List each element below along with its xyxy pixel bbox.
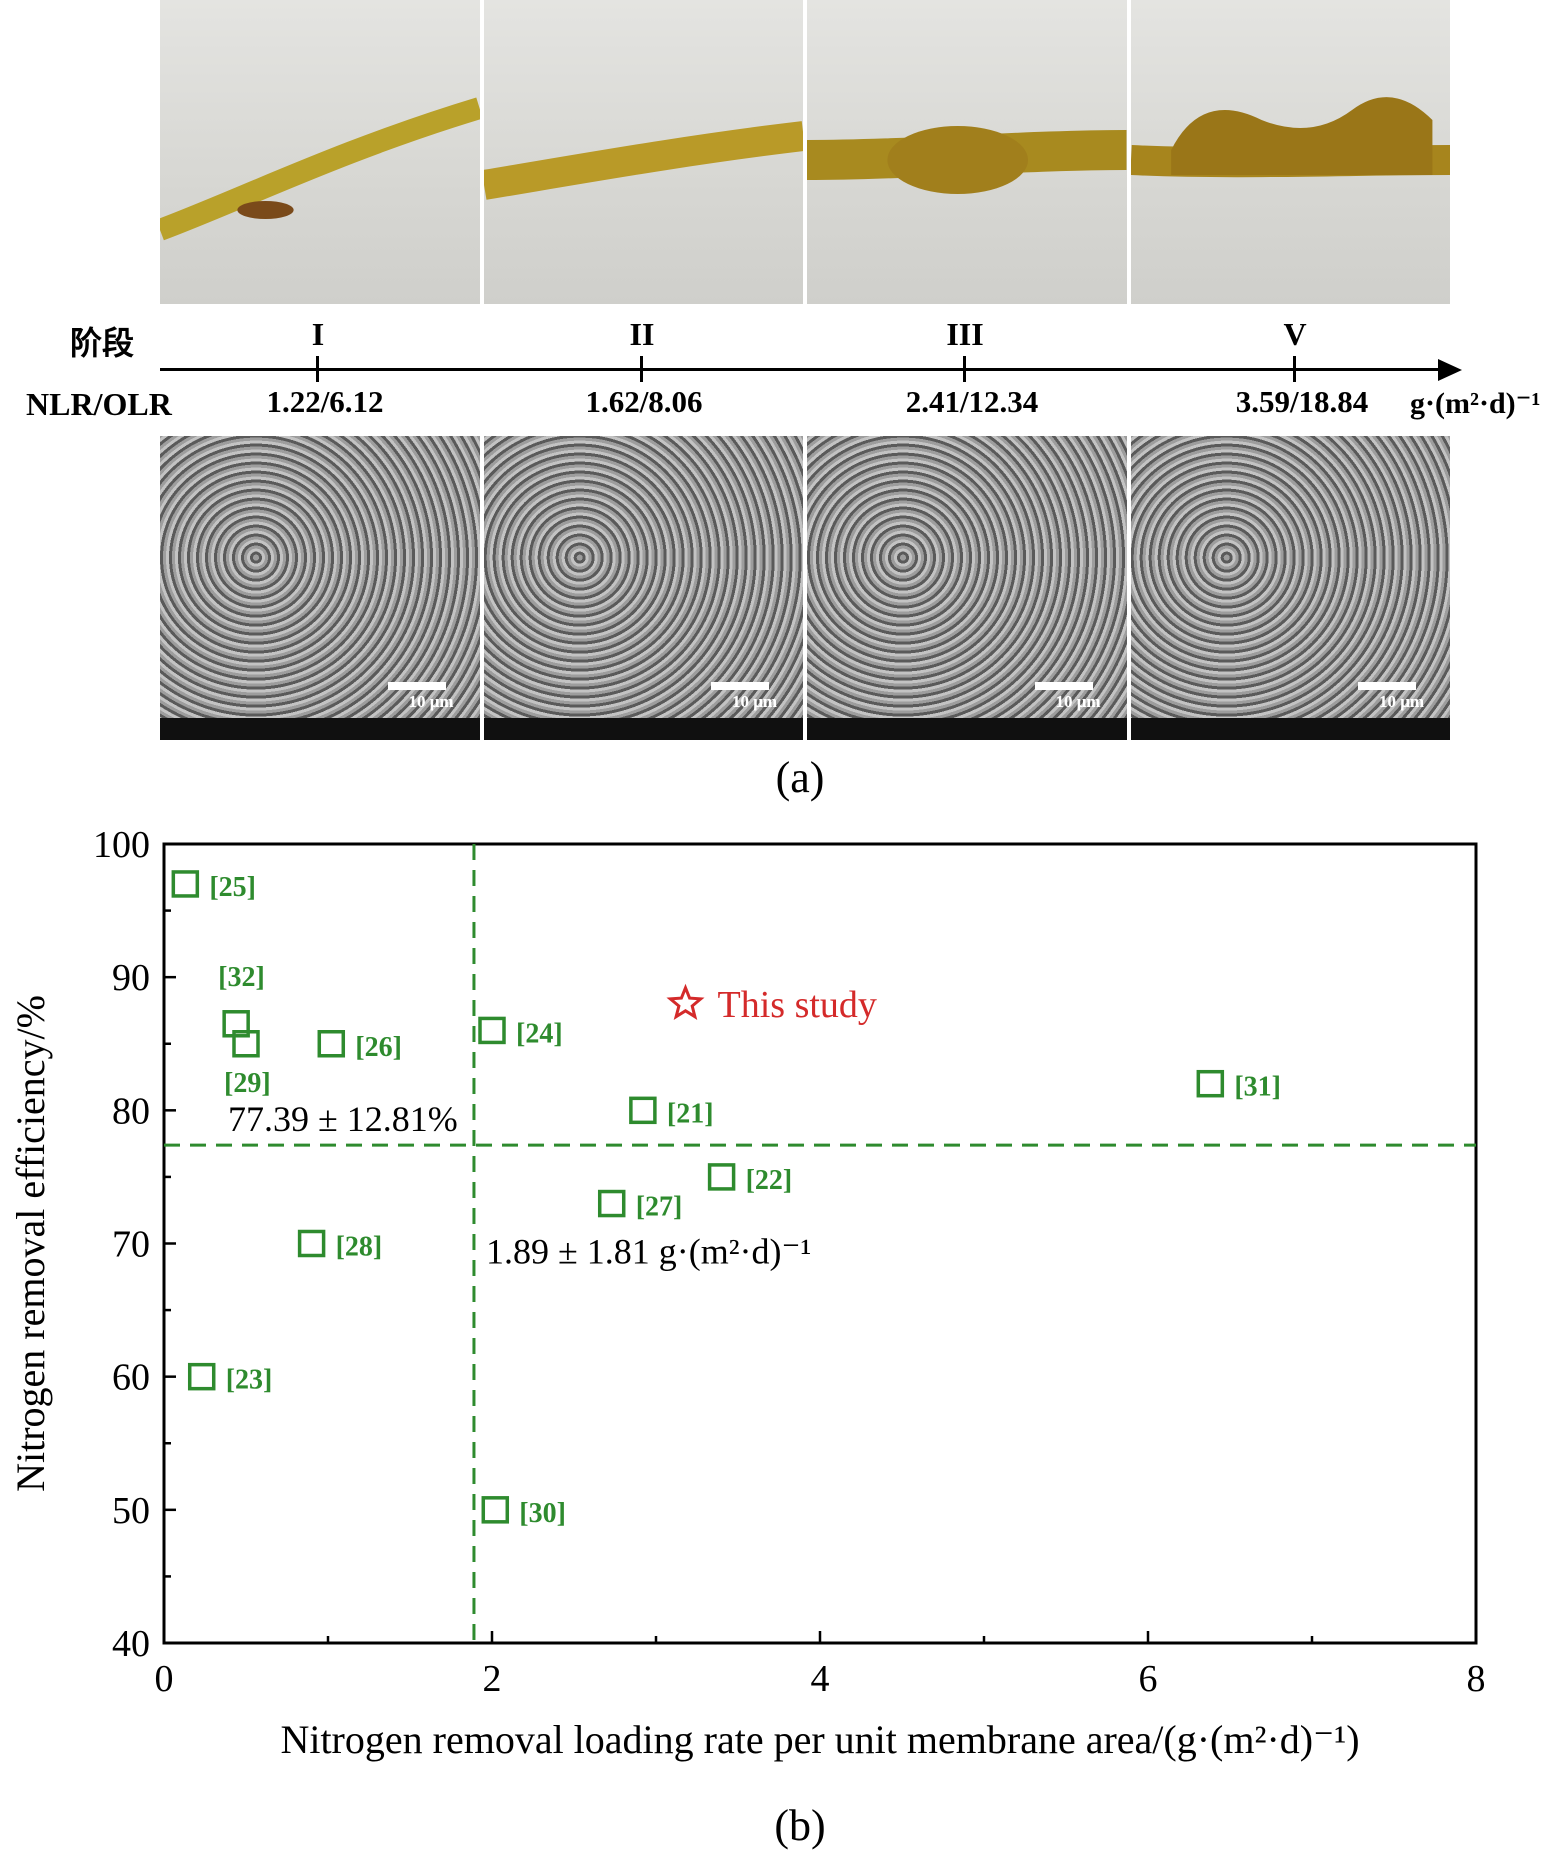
scale-bar — [387, 682, 446, 690]
sem-image-stage-2: 10 μm — [483, 436, 803, 740]
point-label: [31] — [1234, 1072, 1281, 1103]
data-point-square — [629, 1096, 657, 1125]
point-label: [22] — [746, 1165, 793, 1196]
biofilm-photo-stage-2 — [483, 0, 803, 304]
y-tick-label: 80 — [112, 1090, 150, 1132]
caption-b: (b) — [774, 1801, 825, 1850]
point-label: [23] — [226, 1365, 273, 1396]
y-tick-label: 60 — [112, 1357, 150, 1399]
caption-a: (a) — [775, 753, 825, 802]
loading-value-5: 3.59/18.84 — [1235, 384, 1369, 419]
y-tick-label: 40 — [112, 1623, 150, 1665]
y-tick-label: 90 — [112, 957, 150, 999]
macro-photo-row — [160, 0, 1450, 304]
point-label: [21] — [667, 1098, 714, 1129]
stage-tick — [640, 356, 643, 382]
biofilm-photo-stage-5 — [1130, 0, 1450, 304]
data-point-square — [481, 1496, 510, 1524]
stage-label-3: III — [946, 316, 984, 352]
stage-label-1: I — [311, 316, 325, 352]
sem-image-stage-3: 10 μm — [807, 436, 1127, 740]
x-tick-label: 8 — [1467, 1658, 1486, 1700]
data-point-square — [171, 870, 200, 898]
stage-label-5: V — [1283, 316, 1307, 352]
this-study-label: This study — [718, 984, 877, 1026]
data-point-square — [1196, 1069, 1225, 1098]
sem-image-stage-1: 10 μm — [160, 436, 480, 740]
scale-label: 10 μm — [1055, 692, 1101, 711]
sem-info-strip — [1130, 718, 1450, 740]
point-label: [24] — [516, 1018, 563, 1049]
sem-info-strip — [807, 718, 1127, 740]
loading-value-2: 1.62/8.06 — [585, 384, 703, 419]
stage-label-2: II — [629, 316, 655, 352]
y-axis-label: Nitrogen removal efficiency/% — [8, 995, 53, 1492]
loading-unit: g·(m²·d)⁻¹ — [1410, 387, 1541, 420]
scale-label: 10 μm — [408, 692, 454, 711]
y-tick-label: 50 — [112, 1490, 150, 1532]
scale-bar — [711, 682, 769, 690]
data-point-square — [597, 1189, 626, 1218]
x-tick-label: 6 — [1139, 1658, 1158, 1700]
x-tick-label: 4 — [811, 1658, 830, 1700]
scatter-chart: 0 2 4 6 8 40 50 60 70 80 90 100 Nitrogen removal loa… — [8, 824, 1486, 1850]
point-label: [29] — [224, 1068, 271, 1099]
x-tick-label: 0 — [155, 1658, 174, 1700]
stage-tick — [963, 356, 966, 382]
point-label: [30] — [519, 1498, 566, 1529]
point-label: [25] — [209, 872, 256, 903]
loading-value-1: 1.22/6.12 — [266, 384, 384, 419]
data-point-square — [187, 1362, 216, 1391]
mean-efficiency-label: 77.39 ± 12.81% — [228, 1099, 458, 1139]
stage-axis-arrow — [1438, 359, 1462, 381]
sem-info-strip — [483, 718, 803, 740]
loading-heading: NLR/OLR — [26, 386, 172, 422]
this-study-star-icon — [666, 983, 705, 1020]
point-label: [27] — [636, 1192, 683, 1223]
stage-tick — [1293, 356, 1296, 382]
data-point-square — [478, 1016, 506, 1045]
stage-tick — [316, 356, 319, 382]
data-point-square — [232, 1030, 260, 1058]
scale-label: 10 μm — [1378, 692, 1424, 711]
stage-heading: 阶段 — [70, 325, 135, 361]
data-point-square — [317, 1030, 346, 1058]
sem-photo-row: 10 μm 10 μm 10 μm 10 μm — [160, 436, 1450, 740]
data-point-square — [707, 1163, 736, 1191]
loading-value-3: 2.41/12.34 — [905, 384, 1039, 419]
biofilm-photo-stage-1 — [160, 0, 480, 304]
y-tick-label: 70 — [112, 1224, 150, 1266]
stage-axis-line — [160, 368, 1440, 371]
mean-loading-label: 1.89 ± 1.81 g·(m²·d)⁻¹ — [486, 1231, 811, 1271]
biofilm-photo-stage-3 — [807, 0, 1127, 304]
data-point-square — [222, 1010, 250, 1038]
scale-bar — [1034, 682, 1093, 690]
scale-label: 10 μm — [731, 692, 777, 711]
sem-info-strip — [160, 718, 480, 740]
y-tick-label: 100 — [93, 824, 150, 866]
x-tick-label: 2 — [483, 1658, 502, 1700]
point-label: [28] — [336, 1232, 383, 1263]
point-label: [26] — [355, 1032, 402, 1063]
scale-bar — [1358, 682, 1416, 690]
panel-a: 阶段 NLR/OLR I II III V 1.22/6.12 1.62/8.0… — [0, 0, 1568, 802]
point-label: [32] — [218, 962, 265, 993]
data-point-square — [297, 1229, 326, 1258]
x-axis-label: Nitrogen removal loading rate per unit m… — [280, 1717, 1359, 1762]
sem-image-stage-5: 10 μm — [1130, 436, 1450, 740]
